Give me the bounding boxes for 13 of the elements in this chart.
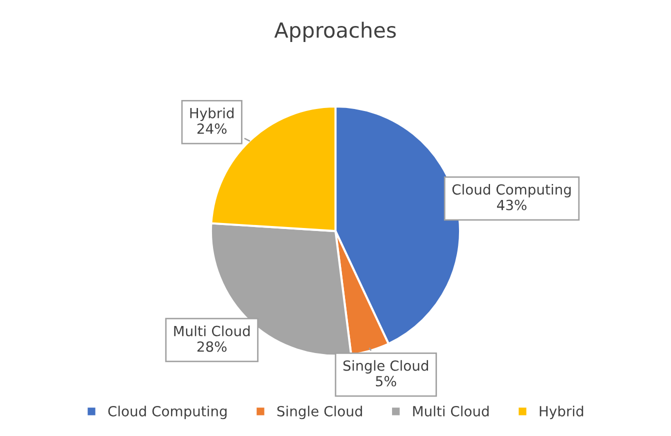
legend-label: Hybrid [540, 406, 584, 420]
data-label: 28% [197, 341, 227, 352]
slice-label: Hybrid [190, 108, 234, 122]
data-label: 24% [197, 123, 227, 134]
legend-label: Multi Cloud [413, 406, 489, 416]
data-label: 5% [376, 376, 396, 386]
legend-label: Cloud Computing [108, 406, 227, 420]
legend-label: Single Cloud [277, 406, 362, 420]
chart-title: Approaches [274, 22, 396, 42]
data-label: 43% [497, 200, 526, 210]
slice-label: Multi Cloud [174, 326, 250, 336]
slice-label: Cloud Computing [452, 184, 571, 198]
slice-label: Single Cloud [343, 360, 428, 374]
